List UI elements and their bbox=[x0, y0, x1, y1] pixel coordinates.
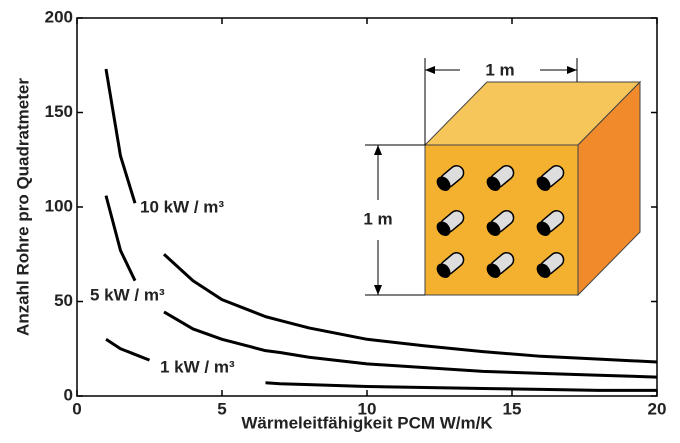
y-tick-label: 0 bbox=[64, 385, 73, 404]
y-tick-label: 150 bbox=[45, 102, 73, 121]
series-label: 1 kW / m³ bbox=[160, 357, 235, 376]
series-label: 10 kW / m³ bbox=[140, 197, 224, 216]
series-label: 5 kW / m³ bbox=[90, 285, 165, 304]
tubes bbox=[434, 162, 567, 281]
arrowhead bbox=[374, 285, 382, 295]
x-tick-label: 15 bbox=[503, 399, 522, 418]
arrowhead bbox=[567, 66, 577, 74]
arrowhead bbox=[425, 66, 435, 74]
arrowhead bbox=[374, 145, 382, 155]
y-tick-label: 50 bbox=[54, 291, 73, 310]
x-tick-label: 5 bbox=[217, 399, 226, 418]
y-axis-label: Anzahl Rohre pro Quadratmeter bbox=[13, 78, 32, 336]
x-tick-label: 0 bbox=[72, 399, 81, 418]
y-tick-label: 100 bbox=[45, 196, 73, 215]
cube-inset: 1 m 1 m bbox=[363, 58, 640, 295]
dimension-label: 1 m bbox=[485, 60, 514, 79]
x-tick-label: 10 bbox=[358, 399, 377, 418]
y-tick-label: 200 bbox=[45, 7, 73, 26]
x-tick-label: 20 bbox=[648, 399, 667, 418]
chart: Wärmeleitfähigkeit PCM W/m/K Anzahl Rohr… bbox=[0, 0, 680, 438]
dimension-label: 1 m bbox=[363, 209, 392, 228]
